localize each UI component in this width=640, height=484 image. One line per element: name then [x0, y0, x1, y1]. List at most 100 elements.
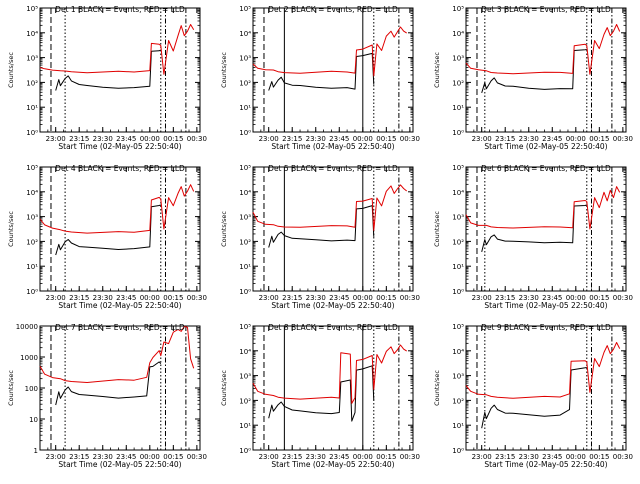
y-tick-label: 10⁰ — [26, 288, 38, 296]
chart-title: Det 4 BLACK = Events, RED = LLD — [55, 164, 185, 173]
x-tick-label: 23:45 — [542, 294, 562, 302]
x-axis-label: Start Time (02-May-05 22:50:40) — [58, 460, 181, 469]
y-tick-label: 10³ — [239, 373, 251, 381]
y-tick-label: 10¹ — [26, 104, 38, 112]
x-tick-label: 00:15 — [589, 135, 609, 143]
x-tick-label: 23:30 — [519, 294, 539, 302]
x-tick-label: 00:00 — [566, 135, 586, 143]
y-axis-label: Counts/sec — [433, 370, 441, 406]
x-tick-label: 23:15 — [495, 294, 515, 302]
chart-panel-9: 10⁰ 10¹ 10² 10³ 10⁴ 10⁵ 23:00 23:15 23:30 23:45 00… — [433, 323, 633, 469]
chart-title: Det 6 BLACK = Events, RED = LLD — [481, 164, 611, 173]
x-tick-label: 00:15 — [376, 294, 396, 302]
plot-frame — [39, 7, 201, 133]
y-tick-label: 10⁰ — [452, 447, 464, 455]
x-tick-label: 23:45 — [116, 135, 136, 143]
x-tick-label: 23:15 — [495, 135, 515, 143]
x-tick-label: 23:30 — [306, 294, 326, 302]
y-tick-label: 10² — [239, 238, 251, 246]
chart-panel-8: 10⁰ 10¹ 10² 10³ 10⁴ 10⁵ 23:00 23:15 23:30 23:45 00… — [220, 323, 420, 469]
y-tick-label: 10³ — [239, 55, 251, 63]
x-axis-label: Start Time (02-May-05 22:50:40) — [484, 142, 607, 151]
y-tick-label: 100 — [25, 385, 38, 393]
black-series-line — [481, 204, 587, 253]
y-axis-label: Counts/sec — [220, 370, 228, 406]
chart-panel-2: 10⁰ 10¹ 10² 10³ 10⁴ 10⁵ 23:00 23:15 23:30 23:45 00… — [220, 5, 420, 151]
plot-frame — [252, 325, 414, 451]
x-tick-label: 00:30 — [187, 453, 207, 461]
y-tick-label: 10⁵ — [239, 323, 251, 331]
y-tick-label: 10⁴ — [26, 30, 38, 38]
plot-frame — [465, 325, 627, 451]
y-tick-label: 10² — [26, 238, 38, 246]
y-tick-label: 10⁵ — [239, 5, 251, 13]
x-tick-label: 23:30 — [306, 135, 326, 143]
y-tick-label: 10⁵ — [26, 164, 38, 172]
x-axis-label: Start Time (02-May-05 22:50:40) — [484, 460, 607, 469]
x-tick-label: 00:00 — [353, 294, 373, 302]
x-tick-label: 23:00 — [472, 135, 492, 143]
x-tick-label: 00:30 — [187, 294, 207, 302]
chart-panel-7: 1 10 100 1000 10000 23:00 23:15 23:30 23:45 00:00… — [7, 323, 207, 469]
y-tick-label: 10¹ — [239, 422, 251, 430]
x-tick-label: 23:30 — [306, 453, 326, 461]
x-tick-label: 23:00 — [259, 135, 279, 143]
chart-panel-5: 10⁰ 10¹ 10² 10³ 10⁴ 10⁵ 23:00 23:15 23:30 23:45 00… — [220, 164, 420, 310]
x-tick-label: 23:15 — [282, 135, 302, 143]
chart-panel-1: 10⁰ 10¹ 10² 10³ 10⁴ 10⁵ 23:00 23:15 23:30 23:45 00… — [7, 5, 207, 151]
x-axis-label: Start Time (02-May-05 22:50:40) — [58, 142, 181, 151]
x-tick-label: 00:15 — [163, 453, 183, 461]
chart-title: Det 3 BLACK = Events, RED = LLD — [481, 5, 611, 14]
y-axis-label: Counts/sec — [7, 52, 15, 88]
x-tick-label: 00:30 — [187, 135, 207, 143]
y-tick-label: 10¹ — [239, 104, 251, 112]
y-tick-label: 10⁵ — [452, 323, 464, 331]
x-tick-label: 23:45 — [116, 453, 136, 461]
y-tick-label: 10⁴ — [452, 30, 464, 38]
y-tick-label: 10³ — [452, 55, 464, 63]
y-axis-label: Counts/sec — [433, 52, 441, 88]
x-tick-label: 00:30 — [613, 453, 633, 461]
x-axis-label: Start Time (02-May-05 22:50:40) — [484, 301, 607, 310]
black-series-line — [481, 49, 587, 94]
chart-title: Det 5 BLACK = Events, RED = LLD — [268, 164, 398, 173]
x-tick-label: 23:15 — [282, 294, 302, 302]
x-tick-label: 00:15 — [163, 294, 183, 302]
x-tick-label: 00:00 — [353, 453, 373, 461]
x-tick-label: 23:45 — [329, 294, 349, 302]
x-tick-label: 23:00 — [259, 453, 279, 461]
chart-title: Det 2 BLACK = Events, RED = LLD — [268, 5, 398, 14]
y-axis-label: Counts/sec — [7, 370, 15, 406]
x-tick-label: 23:15 — [69, 135, 89, 143]
x-tick-label: 23:00 — [472, 294, 492, 302]
y-tick-label: 10⁴ — [239, 348, 251, 356]
x-tick-label: 00:00 — [140, 453, 160, 461]
x-tick-label: 00:00 — [140, 294, 160, 302]
y-tick-label: 10² — [239, 79, 251, 87]
x-tick-label: 00:00 — [353, 135, 373, 143]
x-tick-label: 00:15 — [376, 453, 396, 461]
x-axis-label: Start Time (02-May-05 22:50:40) — [271, 301, 394, 310]
x-tick-label: 23:00 — [472, 453, 492, 461]
black-series-line — [55, 361, 162, 406]
x-tick-label: 23:00 — [46, 294, 66, 302]
x-tick-label: 00:00 — [566, 453, 586, 461]
y-tick-label: 10¹ — [452, 263, 464, 271]
y-tick-label: 10⁵ — [239, 164, 251, 172]
x-tick-label: 23:45 — [329, 453, 349, 461]
red-series-line — [465, 24, 621, 75]
y-tick-label: 10¹ — [452, 104, 464, 112]
y-tick-label: 10² — [452, 79, 464, 87]
x-tick-label: 00:30 — [613, 135, 633, 143]
y-tick-label: 10³ — [452, 373, 464, 381]
black-series-line — [55, 204, 161, 256]
x-tick-label: 00:30 — [400, 294, 420, 302]
y-tick-label: 10⁰ — [452, 288, 464, 296]
y-tick-label: 10⁴ — [26, 189, 38, 197]
y-axis-label: Counts/sec — [220, 211, 228, 247]
x-tick-label: 00:30 — [400, 453, 420, 461]
y-tick-label: 10¹ — [239, 263, 251, 271]
y-tick-label: 1000 — [20, 354, 38, 362]
